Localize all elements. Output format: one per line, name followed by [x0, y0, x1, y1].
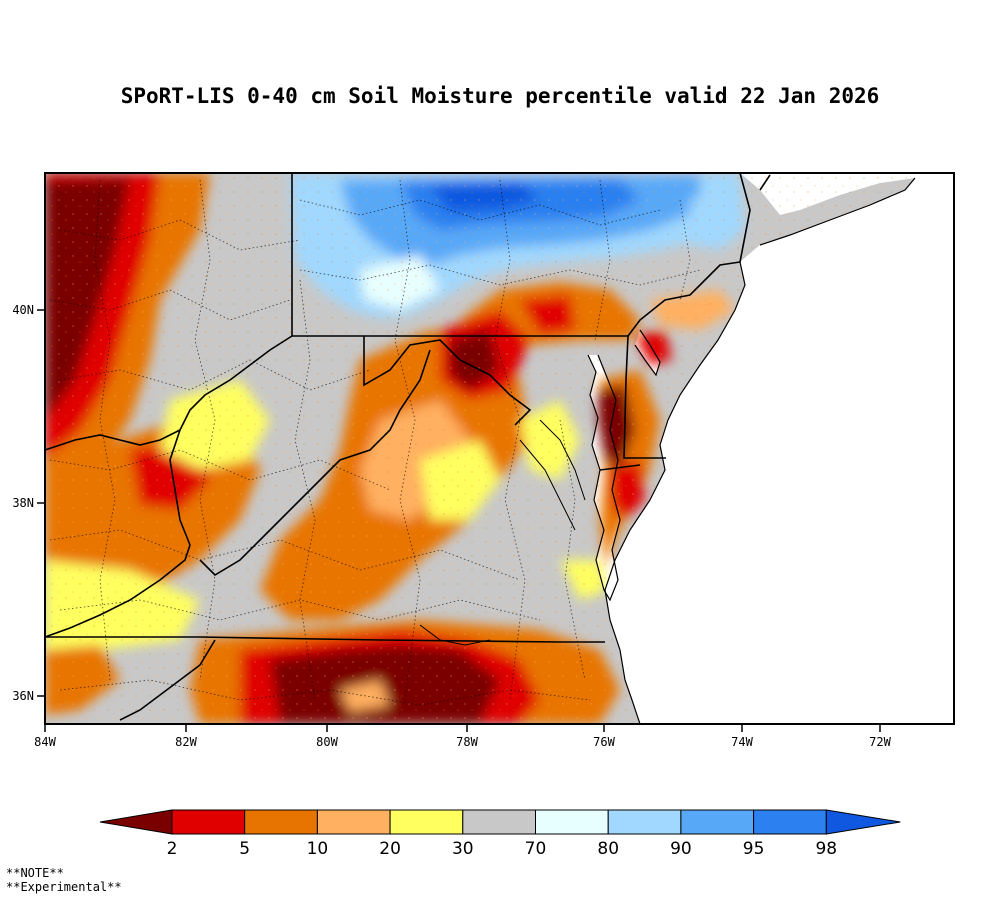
latitude-axis: 40N 38N 36N	[12, 303, 45, 703]
colorbar-segment	[535, 809, 609, 835]
lon-tick-label: 80W	[316, 735, 338, 749]
colorbar-max-arrow	[825, 809, 901, 835]
ct-border	[759, 174, 771, 191]
colorbar-label: 30	[452, 839, 474, 859]
lat-tick-label: 36N	[12, 689, 34, 703]
colorbar-segment	[462, 809, 536, 835]
de-border	[623, 335, 666, 459]
colorbar-segment	[753, 809, 827, 835]
wv-border	[363, 336, 532, 426]
longitude-axis: 84W 82W 80W 78W 76W 74W 72W	[34, 724, 892, 749]
lon-tick-label: 82W	[175, 735, 197, 749]
lat-tick-label: 38N	[12, 496, 34, 510]
nj-border	[627, 261, 741, 337]
colorbar-segment	[389, 809, 464, 835]
tn-nc-border	[119, 639, 216, 721]
wv-va-border	[199, 349, 431, 577]
colorbar-label: 95	[743, 839, 765, 859]
colorbar-segment	[607, 809, 682, 835]
east-coastline	[604, 261, 746, 724]
map-field	[45, 173, 954, 724]
colorbar-label: 98	[815, 839, 837, 859]
lon-tick-label: 76W	[593, 735, 615, 749]
va-nc-border	[45, 636, 605, 643]
map-title: SPoRT-LIS 0-40 cm Soil Moisture percenti…	[120, 84, 880, 108]
lon-tick-label: 78W	[456, 735, 478, 749]
note-label: **NOTE**	[6, 866, 64, 880]
colorbar-label: 90	[670, 839, 692, 859]
colorbar-label: 80	[597, 839, 619, 859]
colorbar-label: 2	[167, 839, 178, 859]
lon-tick-label: 84W	[34, 735, 56, 749]
lon-tick-label: 74W	[731, 735, 753, 749]
colorbar-segment	[171, 809, 246, 835]
colorbar-min-arrow	[99, 809, 173, 835]
ny-pa-border	[739, 173, 751, 263]
experimental-label: **Experimental**	[6, 880, 122, 894]
md-va-eastern-border	[599, 464, 641, 471]
ohio-river-border	[45, 335, 293, 451]
colorbar-label: 70	[525, 839, 547, 859]
colorbar: 2 5 10 20 30 70 80 90 95 98	[99, 809, 901, 859]
colorbar-segment	[244, 809, 318, 835]
lat-tick-label: 40N	[12, 303, 34, 317]
ky-va-border	[45, 429, 191, 638]
colorbar-segment	[316, 809, 391, 835]
colorbar-label: 20	[379, 839, 401, 859]
colorbar-segment	[680, 809, 755, 835]
map-frame	[44, 172, 955, 725]
colorbar-label: 10	[307, 839, 329, 859]
colorbar-label: 5	[239, 839, 250, 859]
lon-tick-label: 72W	[869, 735, 891, 749]
bay-outline	[587, 354, 621, 602]
